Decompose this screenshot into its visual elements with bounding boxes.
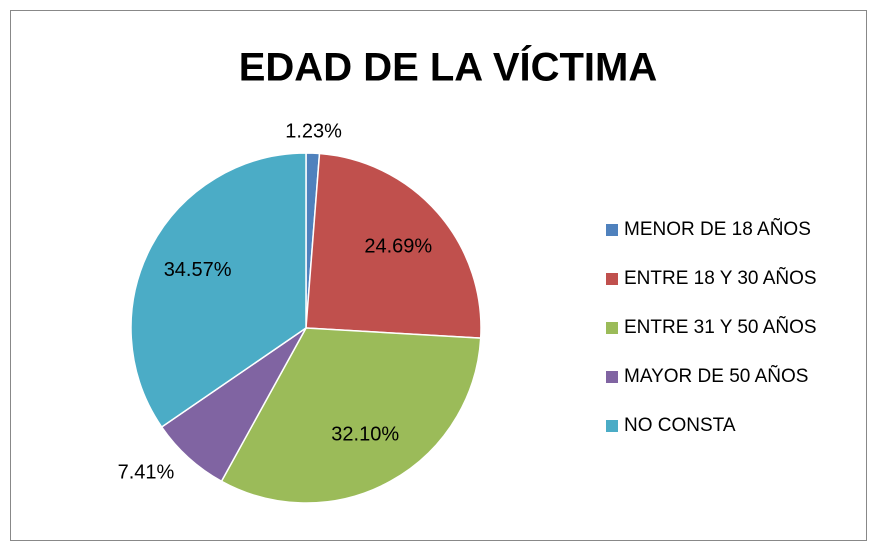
legend-label: MAYOR DE 50 AÑOS — [624, 365, 808, 387]
legend-swatch — [606, 273, 618, 285]
data-label: 34.57% — [164, 259, 232, 281]
legend-label: ENTRE 18 Y 30 AÑOS — [624, 267, 817, 289]
pie-slice — [220, 327, 482, 504]
chart-title: EDAD DE LA VÍCTIMA — [239, 45, 658, 90]
legend-label: ENTRE 31 Y 50 AÑOS — [624, 316, 817, 338]
legend-swatch — [606, 420, 618, 432]
legend-swatch — [606, 322, 618, 334]
data-label: 1.23% — [285, 120, 342, 142]
legend-label: NO CONSTA — [624, 415, 736, 436]
legend-swatch — [606, 224, 618, 236]
pie-slice — [305, 152, 482, 339]
pie-slice — [130, 152, 307, 429]
legend-swatch — [606, 371, 618, 383]
data-label: 24.69% — [364, 236, 432, 258]
legend-label: MENOR DE 18 AÑOS — [624, 218, 811, 240]
data-label: 32.10% — [331, 424, 399, 446]
data-label: 7.41% — [118, 461, 175, 483]
